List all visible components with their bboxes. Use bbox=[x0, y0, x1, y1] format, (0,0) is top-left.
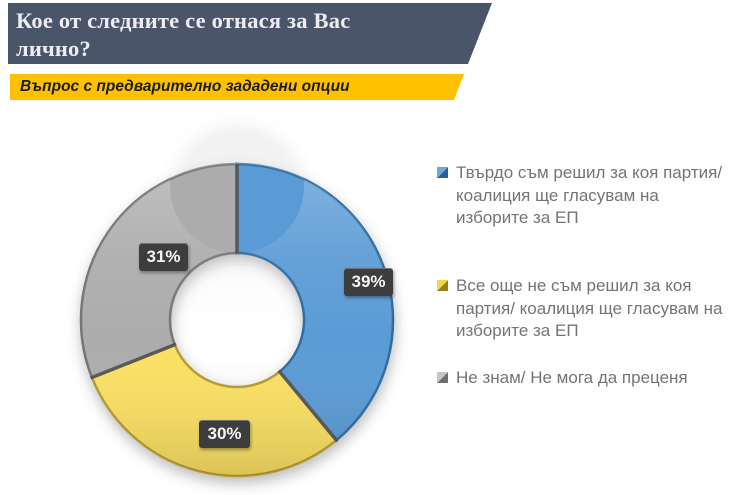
data-label-undecided: 30% bbox=[199, 420, 250, 448]
legend-swatch-blue-icon bbox=[437, 167, 448, 178]
legend-item-decided: Твърдо съм решил за коя партия/ коалиция… bbox=[437, 162, 729, 230]
page-title: Кое от следните се отнася за Вас лично? bbox=[16, 8, 351, 61]
header-banner: Кое от следните се отнася за Вас лично? bbox=[8, 3, 492, 64]
legend-label: Твърдо съм решил за коя партия/ коалиция… bbox=[456, 163, 723, 227]
legend-label: Не знам/ Не мога да преценя bbox=[456, 368, 688, 387]
legend-item-dont-know: Не знам/ Не мога да преценя bbox=[437, 367, 729, 390]
page-subtitle: Въпрос с предварително зададени опции bbox=[20, 78, 350, 95]
donut-bevel-overlay bbox=[80, 119, 393, 477]
subtitle-banner: Въпрос с предварително зададени опции bbox=[10, 74, 464, 100]
legend-swatch-gray-icon bbox=[437, 372, 448, 383]
data-label-decided: 39% bbox=[344, 268, 393, 296]
legend-label: Все още не съм решил за коя партия/ коал… bbox=[456, 276, 723, 340]
legend-swatch-yellow-icon bbox=[437, 280, 448, 291]
data-label-dont-know: 31% bbox=[139, 243, 188, 271]
legend-item-undecided: Все още не съм решил за коя партия/ коал… bbox=[437, 275, 729, 343]
